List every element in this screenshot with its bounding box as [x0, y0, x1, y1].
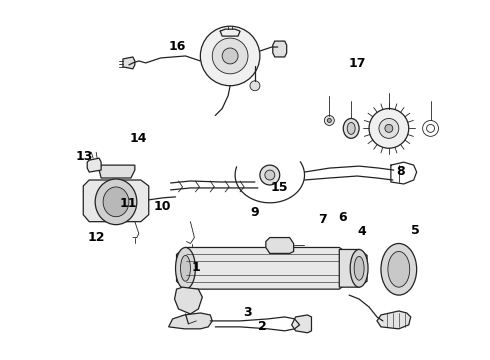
Text: 11: 11: [120, 197, 137, 210]
Circle shape: [369, 109, 409, 148]
Polygon shape: [273, 41, 287, 57]
Text: 12: 12: [88, 231, 105, 244]
Text: 15: 15: [270, 181, 288, 194]
Ellipse shape: [180, 255, 191, 281]
Circle shape: [265, 170, 275, 180]
Ellipse shape: [388, 251, 410, 287]
Polygon shape: [99, 165, 135, 178]
Polygon shape: [169, 313, 212, 329]
Text: 5: 5: [411, 224, 419, 237]
Text: 14: 14: [129, 132, 147, 145]
Text: 16: 16: [168, 40, 186, 53]
Text: 8: 8: [396, 165, 405, 177]
Text: 6: 6: [338, 211, 346, 224]
Circle shape: [385, 125, 393, 132]
Text: 7: 7: [318, 213, 327, 226]
Text: 9: 9: [250, 206, 259, 219]
Polygon shape: [292, 315, 312, 333]
Circle shape: [212, 38, 248, 74]
Polygon shape: [83, 180, 149, 222]
Circle shape: [250, 81, 260, 91]
Text: 2: 2: [258, 320, 267, 333]
Circle shape: [260, 165, 280, 185]
Text: 4: 4: [357, 225, 366, 238]
Text: 10: 10: [153, 200, 171, 213]
Polygon shape: [123, 57, 135, 69]
Ellipse shape: [175, 247, 196, 289]
Ellipse shape: [103, 187, 129, 217]
Text: 1: 1: [192, 261, 201, 274]
Polygon shape: [266, 238, 294, 253]
Polygon shape: [176, 247, 349, 289]
Circle shape: [327, 118, 331, 122]
Ellipse shape: [354, 256, 364, 280]
Ellipse shape: [350, 249, 368, 287]
Text: 13: 13: [76, 150, 93, 163]
Ellipse shape: [347, 122, 355, 134]
Text: 17: 17: [348, 57, 366, 71]
Circle shape: [200, 26, 260, 86]
Polygon shape: [339, 249, 367, 287]
Ellipse shape: [95, 179, 137, 225]
Text: 3: 3: [243, 306, 252, 319]
Polygon shape: [174, 287, 202, 314]
Circle shape: [379, 118, 399, 138]
Polygon shape: [87, 158, 101, 172]
Circle shape: [324, 116, 334, 125]
Ellipse shape: [381, 243, 416, 295]
Ellipse shape: [343, 118, 359, 138]
Polygon shape: [377, 311, 411, 329]
Circle shape: [222, 48, 238, 64]
